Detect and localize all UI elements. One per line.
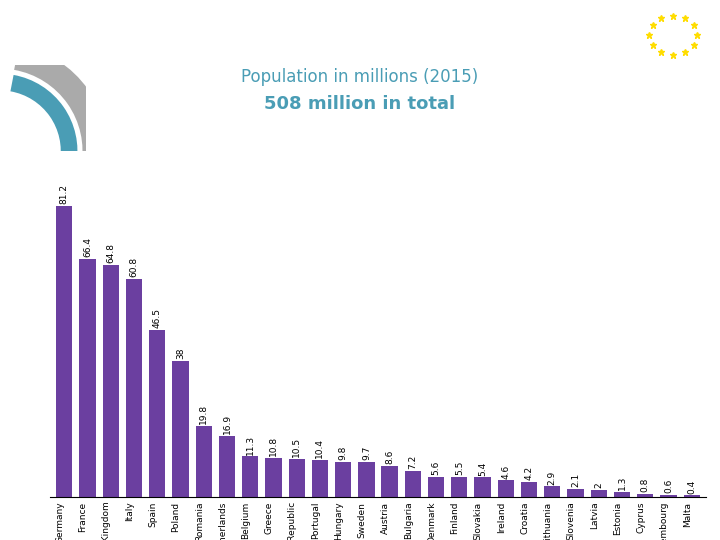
Bar — [79, 259, 96, 497]
Text: 2.9: 2.9 — [548, 470, 557, 484]
Text: 11.3: 11.3 — [246, 434, 255, 455]
Text: 46.5: 46.5 — [153, 308, 162, 328]
Bar — [521, 482, 537, 497]
Text: 8.6: 8.6 — [385, 450, 394, 464]
Text: 5.4: 5.4 — [478, 461, 487, 476]
Text: 7.2: 7.2 — [408, 455, 418, 469]
Bar — [56, 206, 73, 497]
Text: 0.8: 0.8 — [641, 478, 649, 492]
Text: 5.6: 5.6 — [431, 461, 441, 475]
Bar — [614, 492, 630, 497]
Bar — [382, 466, 397, 497]
Bar — [660, 495, 677, 497]
Text: 0.4: 0.4 — [687, 480, 696, 494]
Text: 64.8: 64.8 — [107, 243, 115, 263]
Text: 9.7: 9.7 — [362, 446, 371, 460]
Text: 19.8: 19.8 — [199, 404, 208, 424]
Bar — [103, 265, 119, 497]
Bar — [544, 487, 560, 497]
Text: 508 million in total: 508 million in total — [264, 96, 456, 113]
Bar — [196, 426, 212, 497]
Text: 16.9: 16.9 — [222, 414, 231, 435]
Text: How many people live in the EU?: How many people live in the EU? — [14, 25, 425, 45]
Bar — [172, 361, 189, 497]
Bar — [335, 462, 351, 497]
Bar — [428, 477, 444, 497]
Bar — [219, 436, 235, 497]
Bar — [474, 477, 491, 497]
Bar — [126, 279, 142, 497]
Text: 2: 2 — [594, 482, 603, 488]
Bar — [590, 490, 607, 497]
Text: 10.5: 10.5 — [292, 437, 301, 457]
Text: 9.8: 9.8 — [338, 446, 348, 460]
Bar — [312, 460, 328, 497]
Bar — [567, 489, 584, 497]
Bar — [637, 494, 653, 497]
Text: 38: 38 — [176, 347, 185, 359]
Bar — [405, 471, 421, 497]
Text: 4.2: 4.2 — [525, 466, 534, 480]
Text: 10.4: 10.4 — [315, 438, 325, 458]
Text: 81.2: 81.2 — [60, 184, 69, 204]
Bar — [242, 456, 258, 497]
Text: 66.4: 66.4 — [83, 237, 92, 257]
Text: 10.8: 10.8 — [269, 436, 278, 456]
Text: 60.8: 60.8 — [130, 257, 138, 277]
Bar — [359, 462, 374, 497]
Text: 4.6: 4.6 — [501, 464, 510, 478]
Bar — [149, 330, 166, 497]
Bar — [451, 477, 467, 497]
Text: 1.3: 1.3 — [618, 476, 626, 490]
Text: 5.5: 5.5 — [455, 461, 464, 475]
Text: Population in millions (2015): Population in millions (2015) — [241, 69, 479, 86]
Bar — [498, 480, 514, 497]
Bar — [289, 459, 305, 497]
Bar — [265, 458, 282, 497]
Text: 2.1: 2.1 — [571, 473, 580, 488]
Text: 0.6: 0.6 — [664, 478, 673, 493]
Bar — [683, 495, 700, 497]
